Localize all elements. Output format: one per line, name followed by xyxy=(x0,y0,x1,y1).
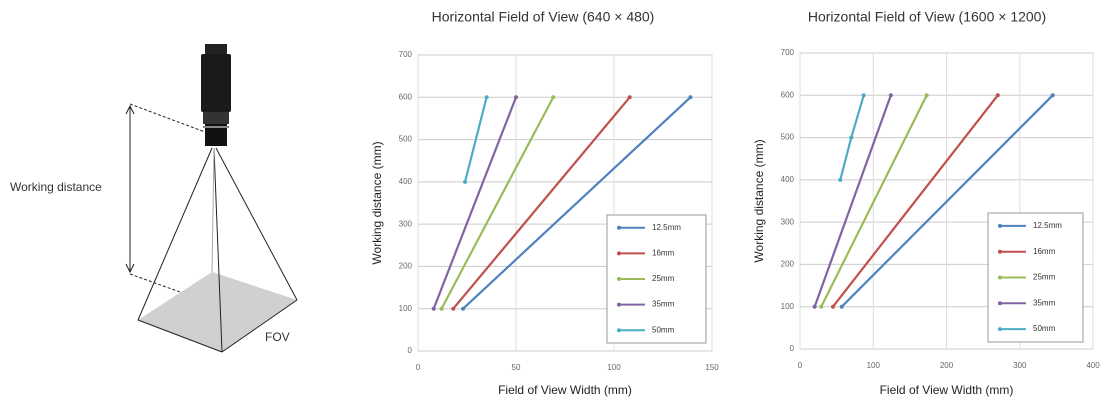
y-tick-label: 0 xyxy=(790,344,795,353)
data-point xyxy=(440,307,444,311)
diagram: Working distance FOV xyxy=(10,44,297,352)
legend-label: 50mm xyxy=(1033,324,1056,333)
legend-label: 16mm xyxy=(1033,247,1056,256)
data-point xyxy=(813,305,817,309)
y-tick-label: 200 xyxy=(781,260,795,269)
y-tick-label: 700 xyxy=(399,50,413,59)
data-point xyxy=(551,95,555,99)
working-distance-label: Working distance xyxy=(10,180,102,194)
data-point xyxy=(514,95,518,99)
x-tick-label: 100 xyxy=(607,363,621,372)
data-point xyxy=(432,307,436,311)
data-point xyxy=(628,95,632,99)
y-tick-label: 500 xyxy=(781,133,795,142)
x-tick-label: 150 xyxy=(705,363,719,372)
legend-dot xyxy=(617,277,621,281)
legend-dot xyxy=(617,251,621,255)
fov-label: FOV xyxy=(265,330,290,344)
legend-label: 12.5mm xyxy=(652,223,681,232)
data-point xyxy=(1051,93,1055,97)
data-point xyxy=(862,93,866,97)
data-point xyxy=(688,95,692,99)
x-tick-label: 50 xyxy=(512,363,521,372)
y-tick-label: 600 xyxy=(399,92,413,101)
data-point xyxy=(889,93,893,97)
legend-dot xyxy=(998,224,1002,228)
data-point xyxy=(840,305,844,309)
y-tick-label: 500 xyxy=(399,135,413,144)
y-tick-label: 200 xyxy=(399,262,413,271)
y-axis-title: Working distance (mm) xyxy=(370,141,384,264)
legend-dot xyxy=(998,301,1002,305)
data-point xyxy=(849,136,853,140)
x-axis-title: Field of View Width (mm) xyxy=(880,383,1014,397)
legend-dot xyxy=(617,328,621,332)
legend-dot xyxy=(998,250,1002,254)
y-tick-label: 100 xyxy=(399,304,413,313)
x-tick-label: 200 xyxy=(940,361,954,370)
legend-dot xyxy=(617,226,621,230)
y-tick-label: 100 xyxy=(781,302,795,311)
legend-label: 16mm xyxy=(652,249,675,258)
legend-label: 25mm xyxy=(1033,273,1056,282)
legend-label: 50mm xyxy=(652,325,675,334)
data-point xyxy=(838,178,842,182)
x-tick-label: 400 xyxy=(1086,361,1100,370)
chart-title: Horizontal Field of View (640 × 480) xyxy=(432,9,655,25)
data-point xyxy=(485,95,489,99)
data-point xyxy=(831,305,835,309)
data-point xyxy=(461,307,465,311)
y-tick-label: 300 xyxy=(781,217,795,226)
data-point xyxy=(463,180,467,184)
x-tick-label: 0 xyxy=(416,363,421,372)
x-tick-label: 0 xyxy=(798,361,803,370)
distance-arrow xyxy=(126,104,205,292)
y-axis-title: Working distance (mm) xyxy=(752,139,766,262)
y-tick-label: 600 xyxy=(781,90,795,99)
data-point xyxy=(819,305,823,309)
x-axis-title: Field of View Width (mm) xyxy=(498,383,632,397)
legend-label: 12.5mm xyxy=(1033,221,1062,230)
y-tick-label: 400 xyxy=(781,175,795,184)
legend-dot xyxy=(998,327,1002,331)
legend-dot xyxy=(998,276,1002,280)
chart: 0 100 200 300 400 500 600 700 0 100 200 300 400 Horiz… xyxy=(752,9,1100,397)
x-tick-label: 300 xyxy=(1013,361,1027,370)
legend-label: 35mm xyxy=(1033,298,1056,307)
x-tick-label: 100 xyxy=(867,361,881,370)
data-point xyxy=(996,93,1000,97)
chart-title: Horizontal Field of View (1600 × 1200) xyxy=(808,9,1046,25)
legend-dot xyxy=(617,303,621,307)
legend-label: 35mm xyxy=(652,300,675,309)
legend-label: 25mm xyxy=(652,274,675,283)
page: Working distance FOV 0100200300400500600… xyxy=(0,0,1102,403)
y-tick-label: 400 xyxy=(399,177,413,186)
y-tick-label: 0 xyxy=(408,346,413,355)
chart: 0 100 200 300 400 500 600 700 0 50 100 150 Horizonta… xyxy=(370,9,719,397)
y-tick-label: 300 xyxy=(399,219,413,228)
y-tick-label: 700 xyxy=(781,48,795,57)
camera xyxy=(201,44,231,146)
data-point xyxy=(451,307,455,311)
data-point xyxy=(925,93,929,97)
